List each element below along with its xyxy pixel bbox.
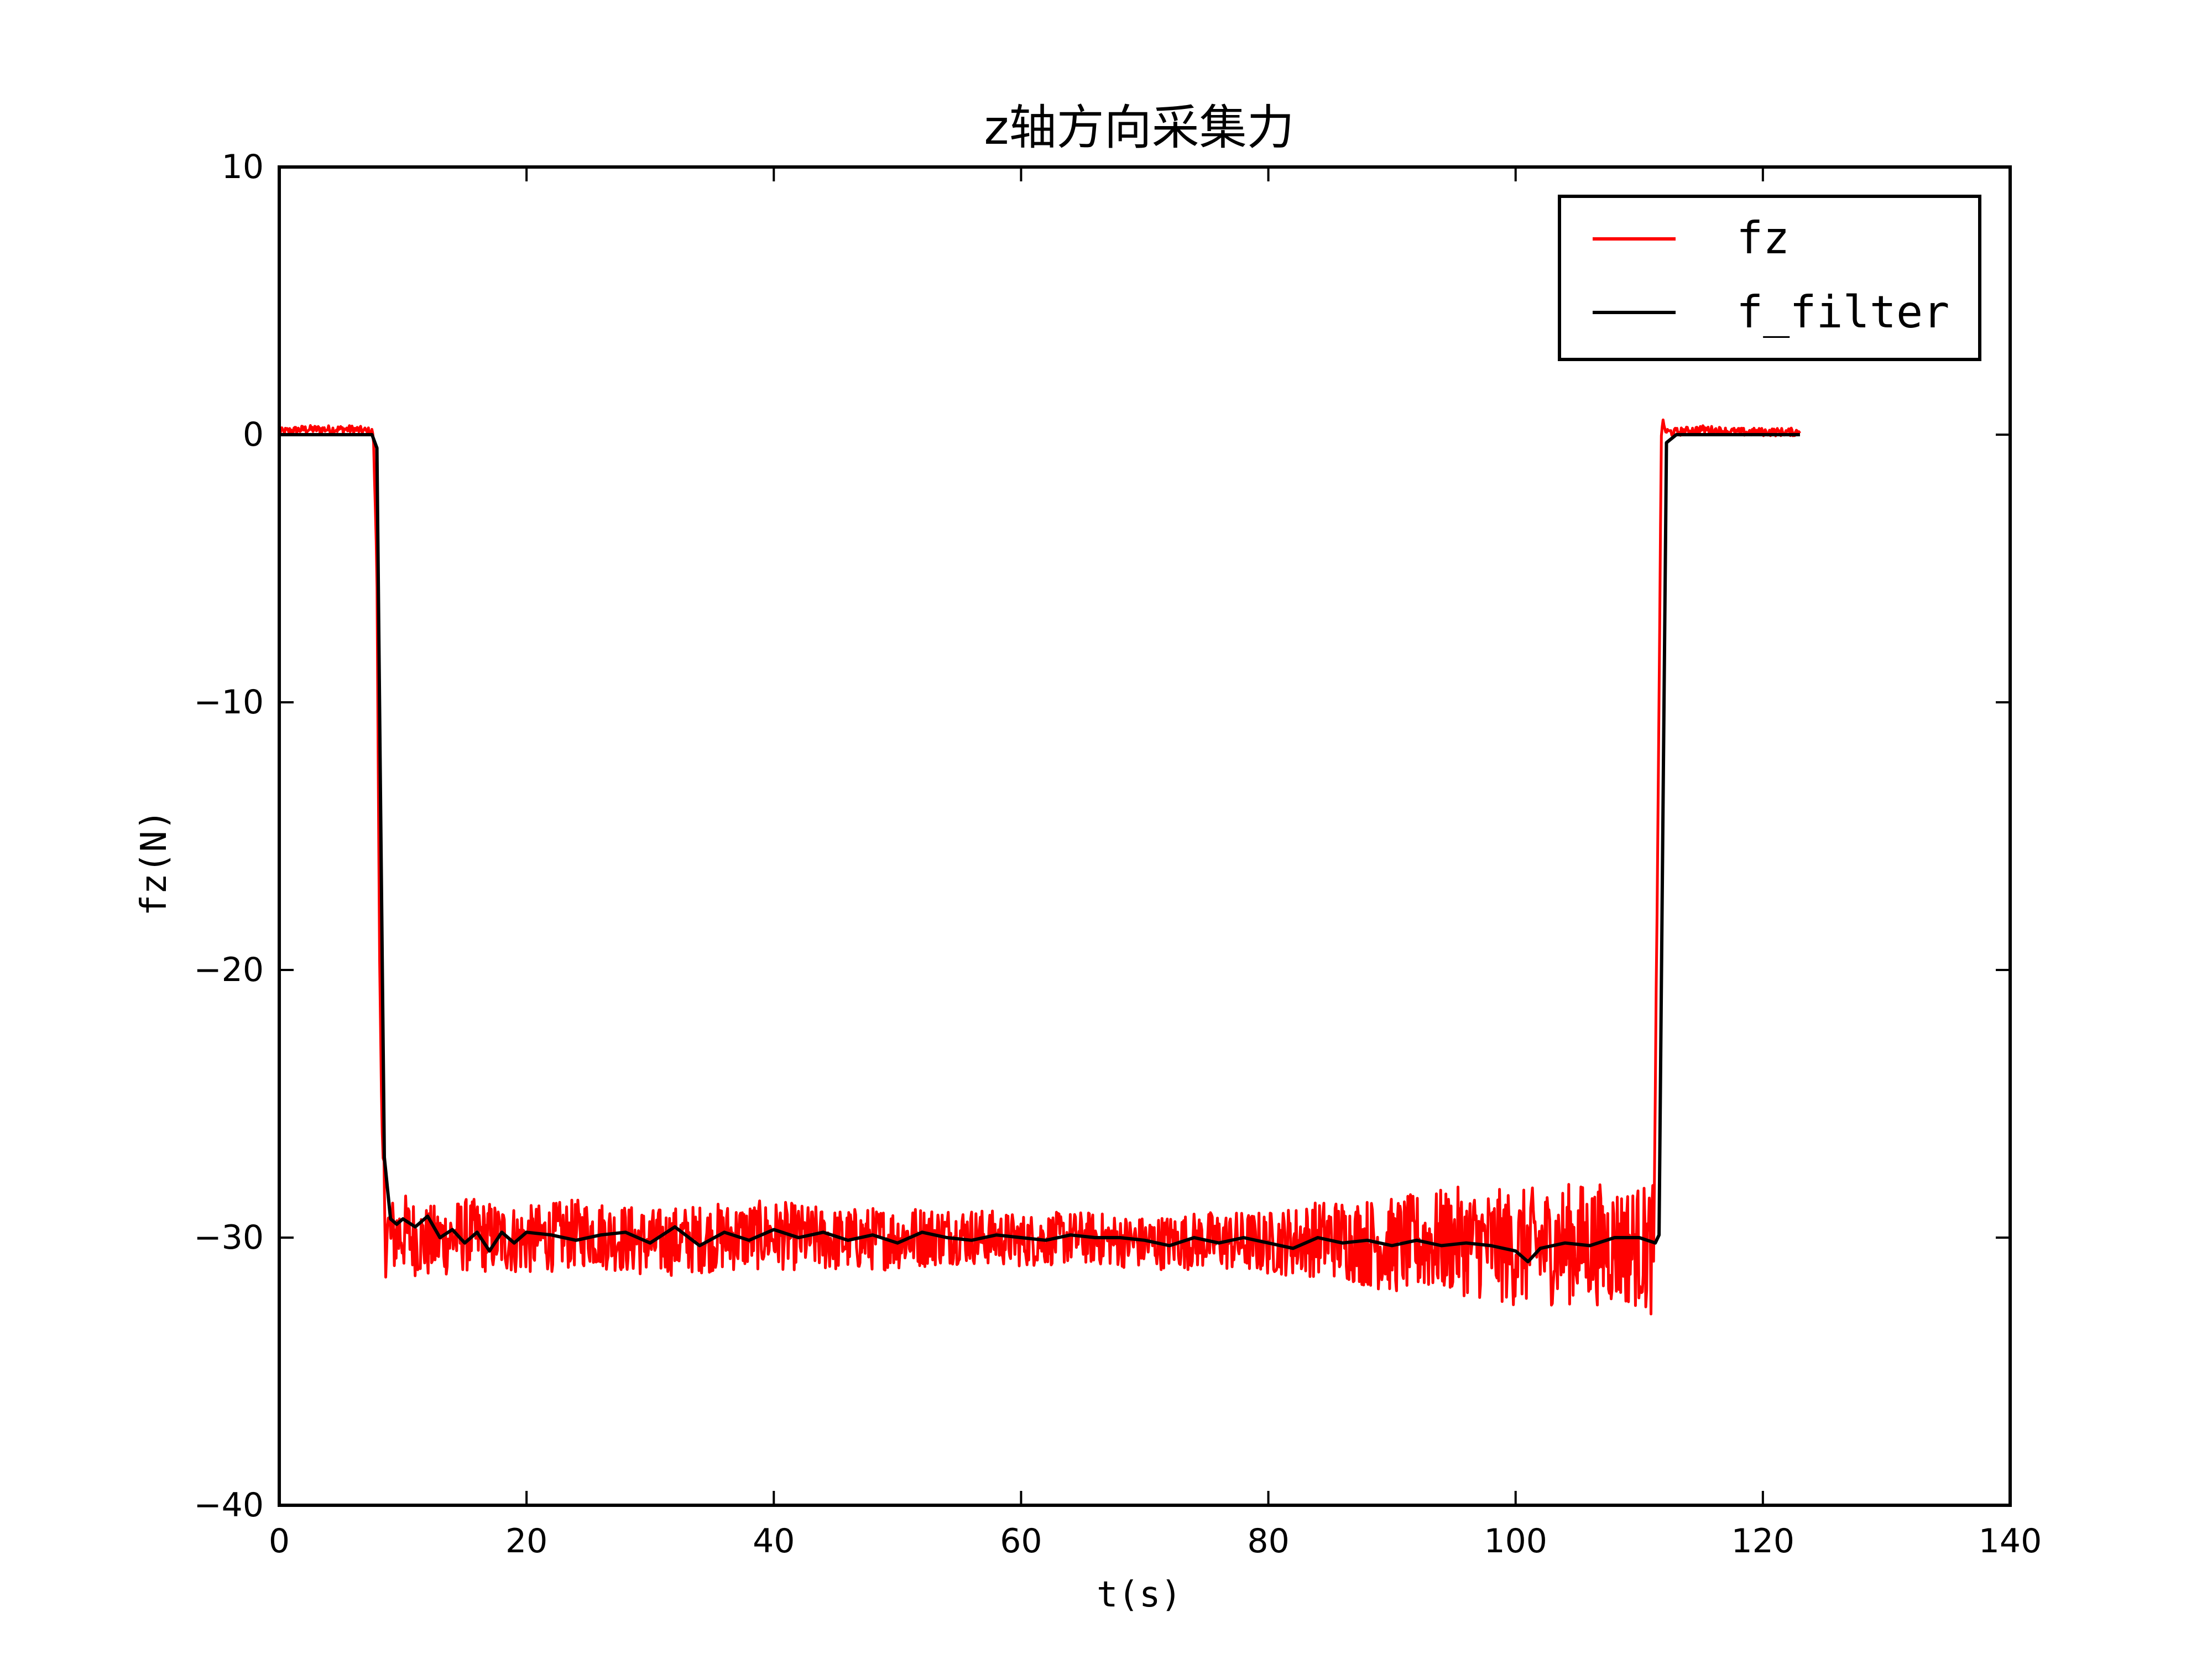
legend: fz f_filter — [1558, 195, 1981, 361]
x-tick-label: 140 — [1979, 1522, 2042, 1561]
y-tick-label: −30 — [194, 1218, 264, 1257]
x-tick-label: 100 — [1484, 1522, 1547, 1561]
plot-area: 0 20 40 60 80 100 120 140 −40 −30 −20 −10 0 10 — [194, 148, 2042, 1561]
legend-label-fz: fz — [1736, 212, 1790, 264]
x-tick-label: 20 — [505, 1522, 547, 1561]
series-line-fz — [278, 418, 1801, 1316]
x-tick-label: 80 — [1247, 1522, 1289, 1561]
x-tick-label: 40 — [753, 1522, 795, 1561]
y-axis-title: fz(N) — [134, 810, 175, 916]
legend-label-f-filter: f_filter — [1736, 286, 1949, 338]
y-tick-label: −10 — [194, 683, 264, 722]
x-tick-label: 60 — [1000, 1522, 1042, 1561]
legend-box — [1558, 195, 1981, 361]
x-tick-label: 0 — [269, 1522, 290, 1561]
chart-title: z轴方向采集力 — [984, 100, 1294, 155]
x-tick-label: 120 — [1731, 1522, 1795, 1561]
y-tick-label: 10 — [222, 148, 264, 186]
x-axis-title: t(s) — [1097, 1574, 1182, 1615]
y-tick-label: −40 — [194, 1486, 264, 1525]
y-tick-label: 0 — [243, 415, 264, 454]
plot-frame — [278, 165, 2012, 1507]
series-line-f-filter — [279, 433, 1800, 1264]
y-tick-label: −20 — [194, 951, 264, 989]
